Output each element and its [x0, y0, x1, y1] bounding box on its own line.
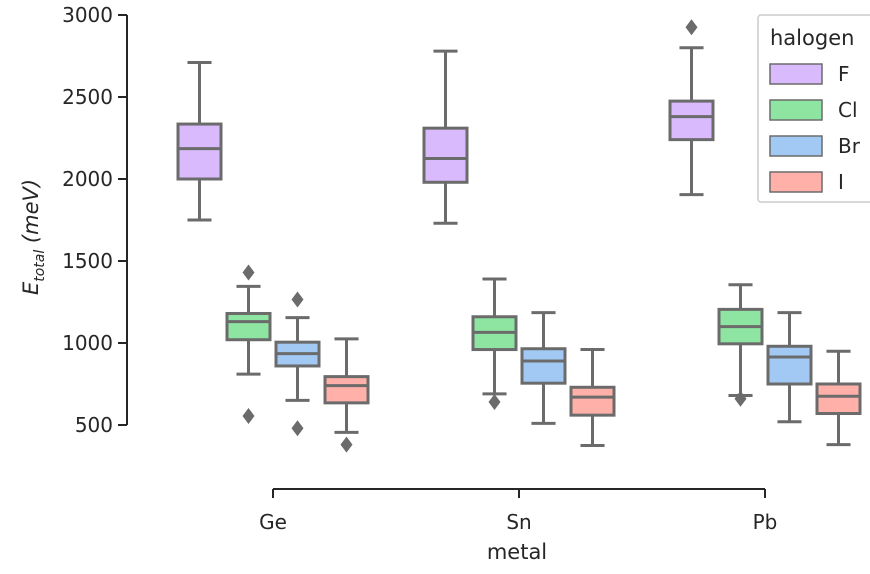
- box-iqr: [766, 344, 813, 386]
- x-tick-label: Sn: [506, 510, 531, 534]
- box-br-pb: [766, 311, 813, 424]
- box-iqr: [815, 382, 862, 416]
- box-f-pb: [668, 19, 715, 197]
- box-cl-pb: [717, 283, 764, 407]
- legend-label: F: [838, 62, 850, 86]
- outlier-marker: [242, 264, 255, 281]
- outlier-marker: [734, 390, 747, 407]
- legend-title: halogen: [770, 26, 854, 50]
- x-tick-label: Ge: [259, 510, 287, 534]
- legend-item-br: Br: [769, 134, 861, 158]
- box-f-sn: [422, 49, 469, 225]
- legend-swatch: [769, 171, 823, 193]
- box-f-ge: [176, 61, 223, 222]
- legend-swatch: [769, 135, 823, 157]
- box-iqr: [520, 347, 567, 385]
- boxes-layer: [176, 19, 862, 453]
- box-br-sn: [520, 311, 567, 425]
- legend-swatch: [769, 63, 823, 85]
- box-iqr: [323, 375, 370, 405]
- box-iqr: [668, 99, 715, 142]
- y-axis-title: Etotal (meV): [19, 179, 48, 295]
- y-tick-label: 1000: [62, 331, 113, 355]
- outlier-marker: [685, 19, 698, 36]
- box-iqr: [225, 311, 272, 342]
- box-iqr: [569, 385, 616, 417]
- outlier-marker: [340, 436, 353, 453]
- box-cl-ge: [225, 264, 272, 424]
- legend-item-i: I: [769, 170, 844, 194]
- legend-item-cl: Cl: [769, 98, 858, 122]
- legend-label: Br: [838, 134, 861, 158]
- legend-label: Cl: [838, 98, 858, 122]
- box-i-pb: [815, 349, 862, 447]
- outlier-marker: [488, 394, 501, 411]
- box-iqr: [422, 126, 469, 184]
- outlier-marker: [291, 420, 304, 437]
- legend-item-f: F: [769, 62, 850, 86]
- x-ticks: Ge Sn Pb: [259, 489, 777, 534]
- box-iqr: [176, 122, 223, 181]
- box-i-ge: [323, 337, 370, 453]
- y-tick-label: 500: [75, 413, 113, 437]
- y-tick-label: 2000: [62, 167, 113, 191]
- y-tick-label: 1500: [62, 249, 113, 273]
- box-i-sn: [569, 348, 616, 447]
- x-tick-label: Pb: [753, 510, 778, 534]
- outlier-marker: [291, 291, 304, 308]
- legend-swatch: [769, 99, 823, 121]
- x-axis-title: metal: [487, 540, 547, 564]
- legend: halogen F Cl Br I: [757, 14, 870, 203]
- box-cl-sn: [471, 277, 518, 411]
- legend-label: I: [838, 170, 844, 194]
- outlier-marker: [242, 407, 255, 424]
- y-ticks: 500 1000 1500 2000 2500 3000: [62, 3, 127, 437]
- y-tick-label: 2500: [62, 85, 113, 109]
- y-tick-label: 3000: [62, 3, 113, 27]
- box-br-ge: [274, 291, 321, 437]
